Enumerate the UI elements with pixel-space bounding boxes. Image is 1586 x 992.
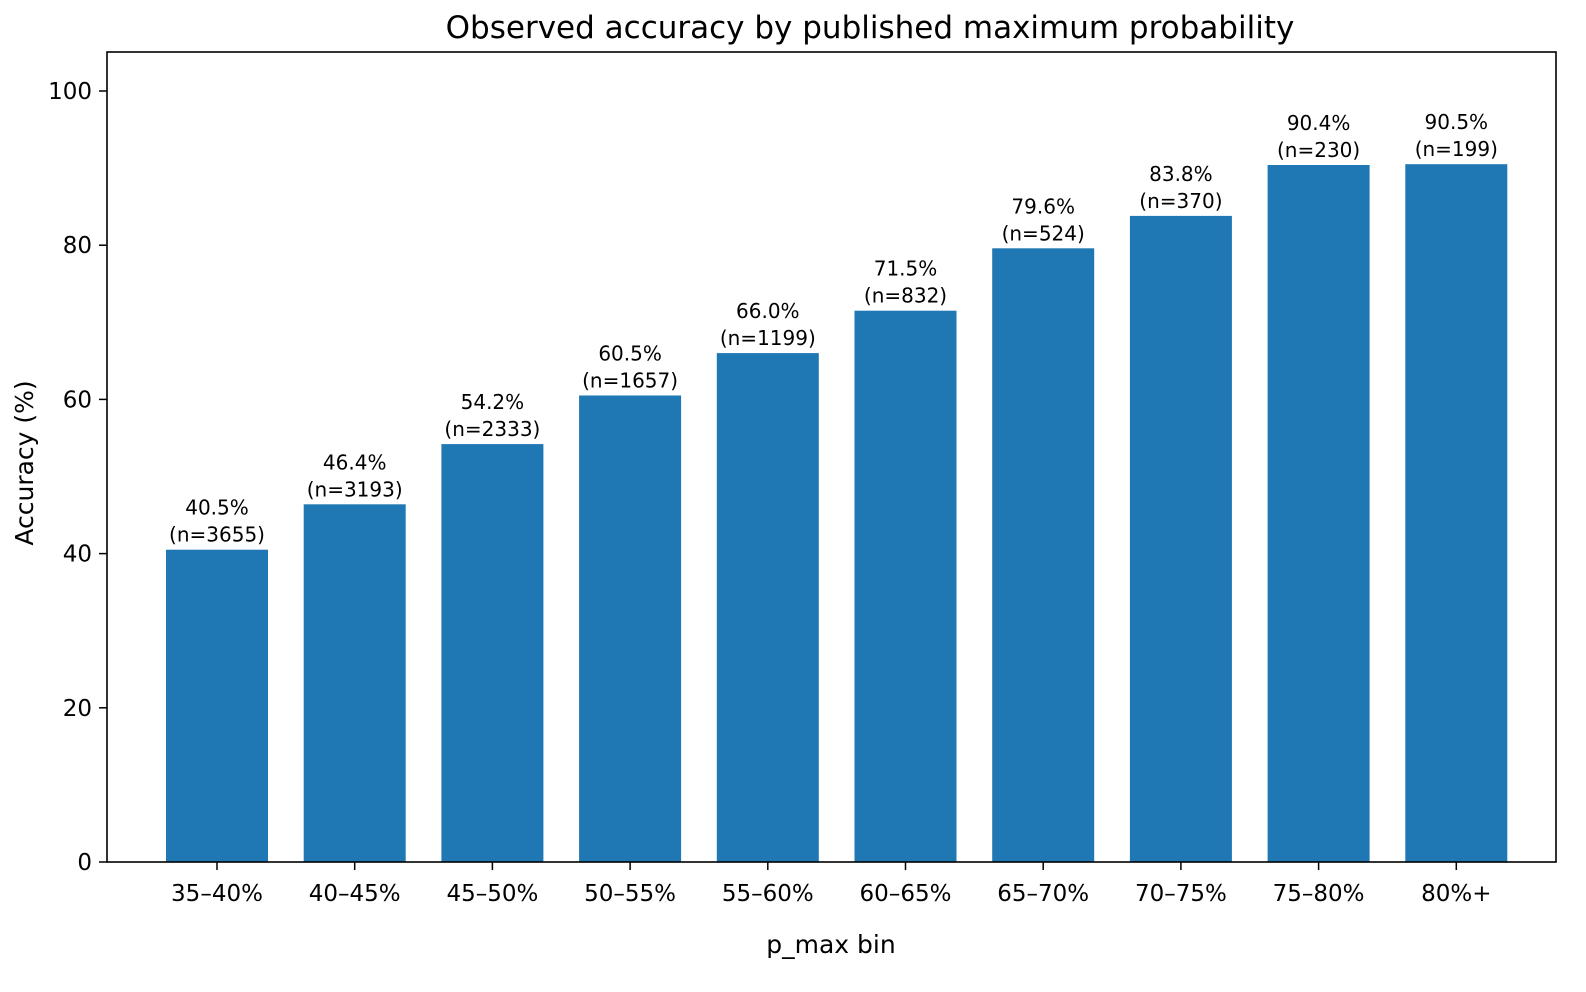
x-tick-label: 55–60% <box>722 881 814 907</box>
plot-frame <box>106 51 1557 863</box>
bars-group <box>166 164 1508 863</box>
bar-count-label: (n=832) <box>864 284 947 308</box>
bar-value-label: 71.5% <box>874 257 938 281</box>
bar-count-label: (n=3655) <box>169 523 265 547</box>
y-axis-label: Accuracy (%) <box>10 380 39 545</box>
x-axis-label: p_max bin <box>766 930 895 959</box>
bar-value-label: 66.0% <box>736 299 800 323</box>
bar-value-label: 54.2% <box>461 390 525 414</box>
bar-count-label: (n=199) <box>1415 137 1498 161</box>
x-axis: 35–40% 40–45% 45–50% 50–55% 55–60% 60–65% 65–7… <box>171 862 1492 907</box>
y-axis: 0 20 40 60 80 100 <box>48 79 107 876</box>
bar-count-label: (n=370) <box>1139 189 1222 213</box>
bar-4 <box>579 395 682 862</box>
bar-value-label: 46.4% <box>323 450 387 474</box>
x-tick-label: 60–65% <box>860 881 952 907</box>
bar-count-label: (n=3193) <box>307 477 403 501</box>
bar-9 <box>1267 165 1370 862</box>
bar-value-label: 83.8% <box>1149 162 1213 186</box>
x-tick-label: 40–45% <box>309 881 401 907</box>
y-tick-label: 100 <box>48 79 92 105</box>
x-tick-label: 70–75% <box>1135 881 1227 907</box>
bar-3 <box>441 444 544 862</box>
bar-7 <box>992 248 1095 863</box>
bar-value-label: 90.4% <box>1287 111 1351 135</box>
bar-8 <box>1129 215 1232 862</box>
y-tick-label: 80 <box>63 233 92 259</box>
data-labels-group: 40.5% (n=3655) 46.4% (n=3193) 54.2% (n=2333) 6… <box>169 110 1498 547</box>
bar-value-label: 79.6% <box>1011 194 1075 218</box>
bar-10 <box>1405 164 1508 862</box>
bar-count-label: (n=230) <box>1277 138 1360 162</box>
y-tick-label: 20 <box>63 696 92 722</box>
x-tick-label: 45–50% <box>446 881 538 907</box>
bar-count-label: (n=524) <box>1002 221 1085 245</box>
y-tick-label: 40 <box>63 542 92 568</box>
bar-1 <box>166 549 268 862</box>
bar-count-label: (n=1657) <box>582 369 678 393</box>
x-tick-label: 80%+ <box>1421 881 1491 907</box>
bar-6 <box>854 310 957 862</box>
x-tick-label: 75–80% <box>1273 881 1365 907</box>
x-tick-label: 50–55% <box>584 881 676 907</box>
chart-title: Observed accuracy by published maximum p… <box>446 10 1295 46</box>
bar-count-label: (n=2333) <box>444 417 540 441</box>
y-tick-label: 60 <box>63 387 92 413</box>
bar-value-label: 60.5% <box>598 342 662 366</box>
bar-value-label: 90.5% <box>1425 110 1489 134</box>
x-tick-label: 35–40% <box>171 881 263 907</box>
x-tick-label: 65–70% <box>997 881 1089 907</box>
bar-2 <box>303 504 406 862</box>
y-tick-label: 0 <box>77 850 92 876</box>
bar-value-label: 40.5% <box>185 496 249 520</box>
bar-5 <box>716 353 819 862</box>
bar-count-label: (n=1199) <box>720 326 816 350</box>
